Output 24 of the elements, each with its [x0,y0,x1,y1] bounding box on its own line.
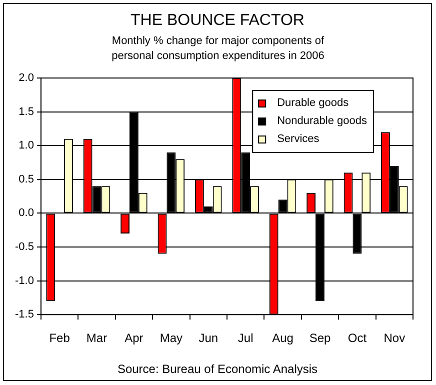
y-tick-label: 1.0 [18,140,34,152]
chart-title: THE BOUNCE FACTOR [130,12,306,30]
x-tick-label: Mar [86,331,108,346]
x-tick-label: Feb [49,331,70,346]
x-tick-label: Jun [198,331,218,346]
x-tick-label: Nov [384,331,406,346]
x-tick-label: Apr [124,331,144,346]
y-tick-label: 0.0 [18,207,34,220]
legend-label: Durable goods [277,97,350,110]
x-tick-label: Oct [348,331,368,346]
chart-subtitle: Monthly % change for major components of personal consumption expenditures in 2006 [110,34,326,64]
x-tick-label: May [160,331,183,346]
y-tick-label: 1.5 [18,106,34,118]
y-tick-label: -0.5 [14,241,34,254]
x-tick-label: Aug [272,331,294,346]
legend-label: Nondurable goods [277,115,368,128]
y-tick-label: 0.5 [18,173,34,186]
y-tick-label: 2.0 [18,72,34,84]
legend-label: Services [277,133,320,146]
y-tick-label: -1.5 [14,308,34,321]
x-tick-label: Sep [309,331,331,346]
y-tick-label: -1.0 [14,274,34,287]
x-tick-label: Jul [238,331,254,346]
source-note: Source: Bureau of Economic Analysis [116,362,319,376]
